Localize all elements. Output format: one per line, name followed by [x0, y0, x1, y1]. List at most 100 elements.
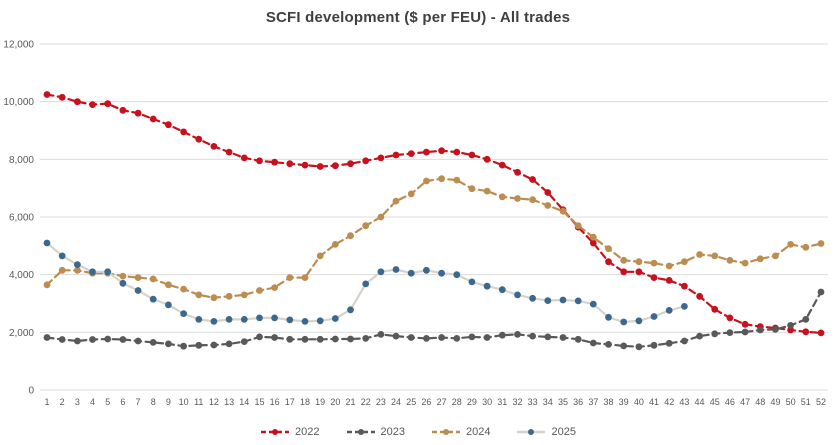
data-point-2024-w25 — [407, 190, 415, 198]
data-point-2023-w1 — [43, 334, 51, 341]
x-tick-label: 35 — [558, 397, 568, 407]
x-tick-label: 32 — [512, 397, 522, 407]
data-point-2023-w12 — [210, 341, 218, 349]
y-axis-tick-labels: 0 2,000 4,000 6,000 8,000 10,000 12,000 — [3, 40, 34, 397]
x-tick-label: 31 — [497, 397, 507, 407]
x-axis-tick-labels: 1 2 3 4 5 6 7 8 9 10 11 12 13 14 15 16 17 18 19 20 21 22 23 24 2… — [44, 397, 825, 407]
data-point-2022-w5 — [104, 100, 112, 108]
legend: 2022 2023 2024 2025 — [0, 426, 836, 438]
data-point-2025-w32 — [514, 291, 521, 299]
data-point-2022-w11 — [195, 135, 203, 143]
data-point-2023-w29 — [468, 333, 476, 341]
data-point-2022-w26 — [423, 148, 430, 156]
series-line-2022 — [45, 93, 823, 334]
x-tick-label: 34 — [543, 397, 553, 407]
legend-swatch-2024 — [432, 429, 460, 435]
data-point-2022-w37 — [589, 239, 597, 247]
y-tick-label: 4,000 — [9, 270, 34, 281]
data-point-2022-w7 — [134, 109, 142, 117]
x-tick-label: 13 — [224, 397, 234, 407]
data-point-2022-w6 — [119, 106, 127, 114]
legend-swatch-2022 — [261, 429, 290, 435]
y-tick-label: 12,000 — [3, 40, 34, 51]
data-point-2025-w41 — [650, 313, 658, 320]
x-tick-label: 50 — [786, 397, 796, 407]
data-point-2025-w9 — [165, 301, 172, 309]
data-point-2025-w11 — [195, 316, 203, 323]
data-point-2023-w16 — [271, 334, 278, 341]
x-tick-label: 47 — [740, 397, 750, 407]
x-tick-label: 23 — [376, 397, 386, 407]
data-point-2025-w43 — [681, 303, 688, 310]
data-point-2024-w18 — [301, 274, 309, 281]
legend-label-2023: 2023 — [380, 426, 405, 438]
series-2025 — [43, 239, 688, 326]
data-point-2023-w38 — [605, 341, 612, 348]
data-point-2022-w30 — [483, 155, 491, 163]
series-2022 — [43, 91, 825, 337]
data-point-2025-w40 — [635, 317, 643, 325]
x-tick-label: 16 — [270, 397, 280, 407]
series-2024 — [43, 175, 825, 302]
data-point-2022-w13 — [225, 148, 233, 156]
data-point-2024-w42 — [665, 262, 673, 270]
legend-marker-2022 — [272, 429, 279, 435]
data-point-2023-w51 — [802, 316, 810, 323]
data-point-2024-w50 — [787, 241, 794, 248]
data-point-2024-w37 — [589, 233, 597, 241]
x-tick-label: 19 — [315, 397, 325, 407]
x-tick-label: 26 — [421, 397, 431, 407]
series-line-2024 — [45, 177, 823, 299]
data-point-2022-w10 — [180, 128, 188, 136]
data-point-2024-w2 — [58, 266, 66, 274]
x-tick-label: 46 — [725, 397, 735, 407]
x-tick-label: 3 — [75, 397, 80, 407]
x-tick-label: 38 — [604, 397, 614, 407]
data-point-2024-w35 — [559, 207, 567, 215]
data-point-2023-w21 — [347, 335, 354, 343]
x-tick-label: 2 — [60, 397, 65, 407]
data-point-2024-w26 — [423, 177, 430, 185]
x-tick-label: 1 — [44, 397, 49, 407]
x-tick-label: 6 — [120, 397, 125, 407]
data-point-2023-w47 — [741, 328, 749, 336]
data-point-2024-w47 — [741, 259, 749, 267]
x-tick-label: 22 — [361, 397, 371, 407]
x-tick-label: 27 — [437, 397, 447, 407]
data-point-2025-w22 — [362, 280, 370, 288]
data-point-2023-w7 — [134, 337, 142, 345]
data-point-2024-w22 — [362, 222, 370, 230]
x-tick-label: 17 — [285, 397, 295, 407]
data-point-2022-w4 — [89, 101, 96, 108]
data-point-2023-w39 — [620, 342, 628, 350]
data-point-2024-w20 — [331, 241, 339, 248]
data-point-2023-w13 — [225, 340, 233, 348]
x-tick-label: 33 — [528, 397, 538, 407]
data-point-2025-w13 — [225, 316, 233, 323]
data-point-2024-w38 — [605, 245, 612, 253]
x-tick-label: 8 — [151, 397, 156, 407]
data-point-2023-w22 — [362, 335, 370, 342]
data-point-2024-w30 — [483, 187, 491, 195]
data-point-2025-w21 — [347, 306, 354, 314]
legend-item-2022: 2022 — [260, 426, 320, 438]
legend-marker-2024 — [443, 429, 449, 435]
data-point-2025-w7 — [134, 287, 142, 294]
legend-item-2024: 2024 — [431, 426, 490, 438]
data-point-2023-w46 — [726, 329, 734, 336]
x-tick-label: 52 — [816, 397, 826, 407]
x-tick-label: 24 — [391, 397, 401, 407]
data-point-2023-w45 — [711, 330, 719, 338]
x-tick-label: 39 — [619, 397, 629, 407]
data-point-2025-w31 — [498, 286, 506, 294]
data-point-2025-w8 — [149, 295, 157, 303]
data-point-2022-w44 — [696, 292, 703, 300]
data-point-2023-w14 — [240, 338, 248, 345]
legend-label-2022: 2022 — [295, 426, 320, 438]
data-point-2023-w33 — [529, 332, 536, 340]
data-point-2023-w41 — [650, 341, 658, 349]
data-point-2023-w42 — [665, 339, 673, 347]
data-point-2025-w2 — [58, 252, 66, 260]
data-point-2023-w37 — [589, 339, 597, 347]
